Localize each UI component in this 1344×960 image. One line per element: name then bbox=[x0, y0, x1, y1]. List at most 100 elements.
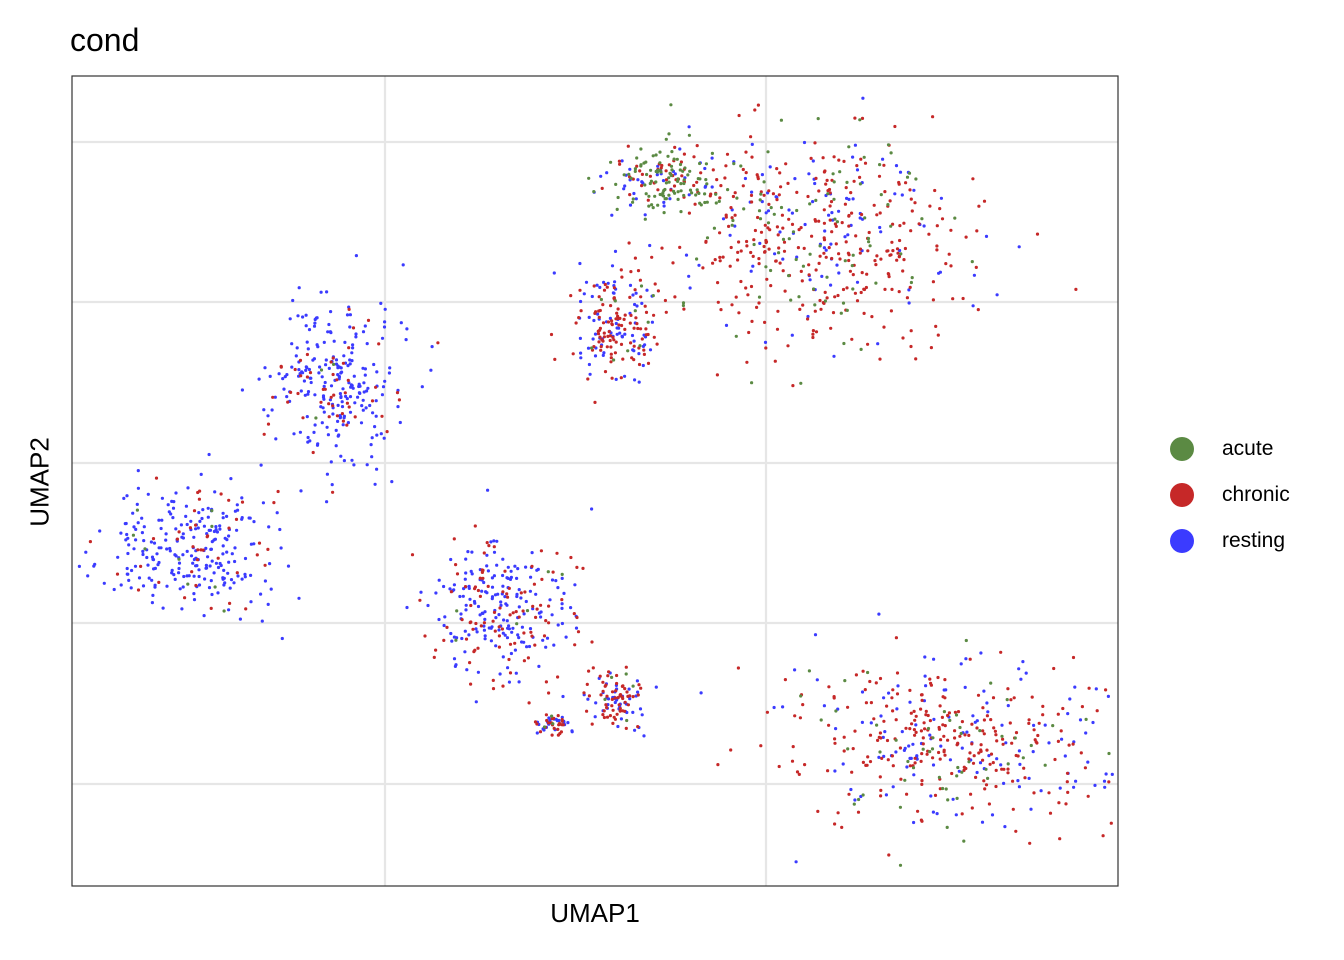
point-resting bbox=[485, 564, 489, 568]
point-acute bbox=[712, 226, 717, 230]
point-resting bbox=[363, 367, 367, 371]
point-resting bbox=[329, 310, 333, 314]
point-resting bbox=[914, 723, 918, 727]
point-resting bbox=[168, 549, 172, 553]
point-chronic bbox=[1065, 780, 1069, 784]
point-resting bbox=[454, 663, 458, 667]
point-chronic bbox=[605, 694, 609, 698]
point-chronic bbox=[397, 398, 401, 402]
point-chronic bbox=[578, 288, 582, 292]
point-resting bbox=[348, 313, 352, 317]
point-resting bbox=[721, 217, 726, 221]
point-chronic bbox=[844, 186, 848, 190]
point-chronic bbox=[616, 307, 620, 311]
point-resting bbox=[501, 557, 505, 561]
point-acute bbox=[832, 180, 836, 184]
point-resting bbox=[127, 543, 131, 547]
point-chronic bbox=[718, 196, 722, 200]
point-resting bbox=[332, 339, 336, 343]
point-acute bbox=[794, 257, 798, 262]
point-chronic bbox=[895, 692, 900, 696]
point-resting bbox=[478, 613, 482, 617]
point-resting bbox=[582, 292, 586, 296]
point-chronic bbox=[855, 299, 860, 303]
point-acute bbox=[703, 192, 707, 196]
point-chronic bbox=[729, 206, 733, 210]
point-chronic bbox=[737, 240, 741, 244]
point-resting bbox=[178, 587, 182, 591]
point-resting bbox=[294, 354, 298, 358]
point-resting bbox=[362, 381, 366, 385]
point-chronic bbox=[508, 642, 513, 646]
point-resting bbox=[834, 727, 838, 731]
point-resting bbox=[350, 458, 354, 462]
point-chronic bbox=[612, 338, 616, 342]
point-chronic bbox=[613, 351, 618, 355]
point-resting bbox=[1017, 245, 1021, 249]
point-chronic bbox=[798, 716, 803, 720]
point-chronic bbox=[463, 585, 468, 589]
series-chronic bbox=[88, 103, 1113, 857]
point-resting bbox=[985, 701, 989, 705]
point-resting bbox=[129, 586, 133, 590]
point-chronic bbox=[744, 150, 748, 154]
point-chronic bbox=[305, 352, 309, 357]
point-resting bbox=[133, 564, 138, 568]
point-resting bbox=[957, 769, 961, 773]
point-acute bbox=[954, 713, 959, 717]
point-acute bbox=[819, 718, 823, 722]
point-chronic bbox=[547, 604, 551, 608]
point-chronic bbox=[602, 715, 607, 720]
point-resting bbox=[561, 694, 565, 699]
point-resting bbox=[869, 721, 873, 725]
point-resting bbox=[196, 526, 200, 530]
point-acute bbox=[842, 341, 846, 346]
point-acute bbox=[835, 220, 840, 224]
point-chronic bbox=[621, 709, 625, 713]
point-resting bbox=[325, 500, 329, 504]
point-resting bbox=[197, 568, 201, 572]
point-chronic bbox=[552, 726, 556, 731]
point-chronic bbox=[737, 113, 741, 118]
point-chronic bbox=[776, 233, 780, 237]
point-acute bbox=[210, 509, 214, 513]
point-chronic bbox=[611, 708, 615, 712]
point-resting bbox=[212, 529, 216, 534]
point-resting bbox=[1000, 723, 1004, 727]
point-acute bbox=[649, 168, 653, 172]
point-chronic bbox=[920, 752, 924, 756]
point-chronic bbox=[1052, 666, 1056, 671]
point-resting bbox=[527, 644, 532, 649]
point-acute bbox=[645, 172, 649, 177]
point-chronic bbox=[982, 732, 986, 736]
point-resting bbox=[343, 340, 347, 344]
point-chronic bbox=[601, 680, 605, 684]
point-chronic bbox=[501, 590, 505, 594]
point-chronic bbox=[751, 254, 755, 258]
point-chronic bbox=[935, 244, 939, 248]
point-chronic bbox=[606, 674, 610, 678]
point-chronic bbox=[646, 332, 650, 337]
point-chronic bbox=[1059, 729, 1063, 733]
point-chronic bbox=[508, 671, 513, 675]
point-chronic bbox=[774, 259, 778, 263]
point-chronic bbox=[858, 251, 862, 255]
point-resting bbox=[208, 564, 212, 568]
point-chronic bbox=[813, 141, 817, 145]
point-acute bbox=[846, 747, 850, 751]
point-resting bbox=[124, 538, 128, 542]
point-resting bbox=[619, 717, 624, 721]
point-chronic bbox=[862, 311, 866, 315]
point-acute bbox=[921, 747, 925, 751]
point-chronic bbox=[727, 224, 731, 228]
point-resting bbox=[774, 195, 778, 199]
point-resting bbox=[315, 343, 319, 347]
point-resting bbox=[216, 591, 220, 595]
point-resting bbox=[319, 290, 323, 294]
point-chronic bbox=[331, 404, 335, 408]
point-chronic bbox=[913, 761, 917, 765]
point-chronic bbox=[1056, 712, 1060, 716]
point-chronic bbox=[1016, 754, 1020, 758]
point-resting bbox=[336, 403, 340, 407]
point-acute bbox=[834, 709, 838, 713]
